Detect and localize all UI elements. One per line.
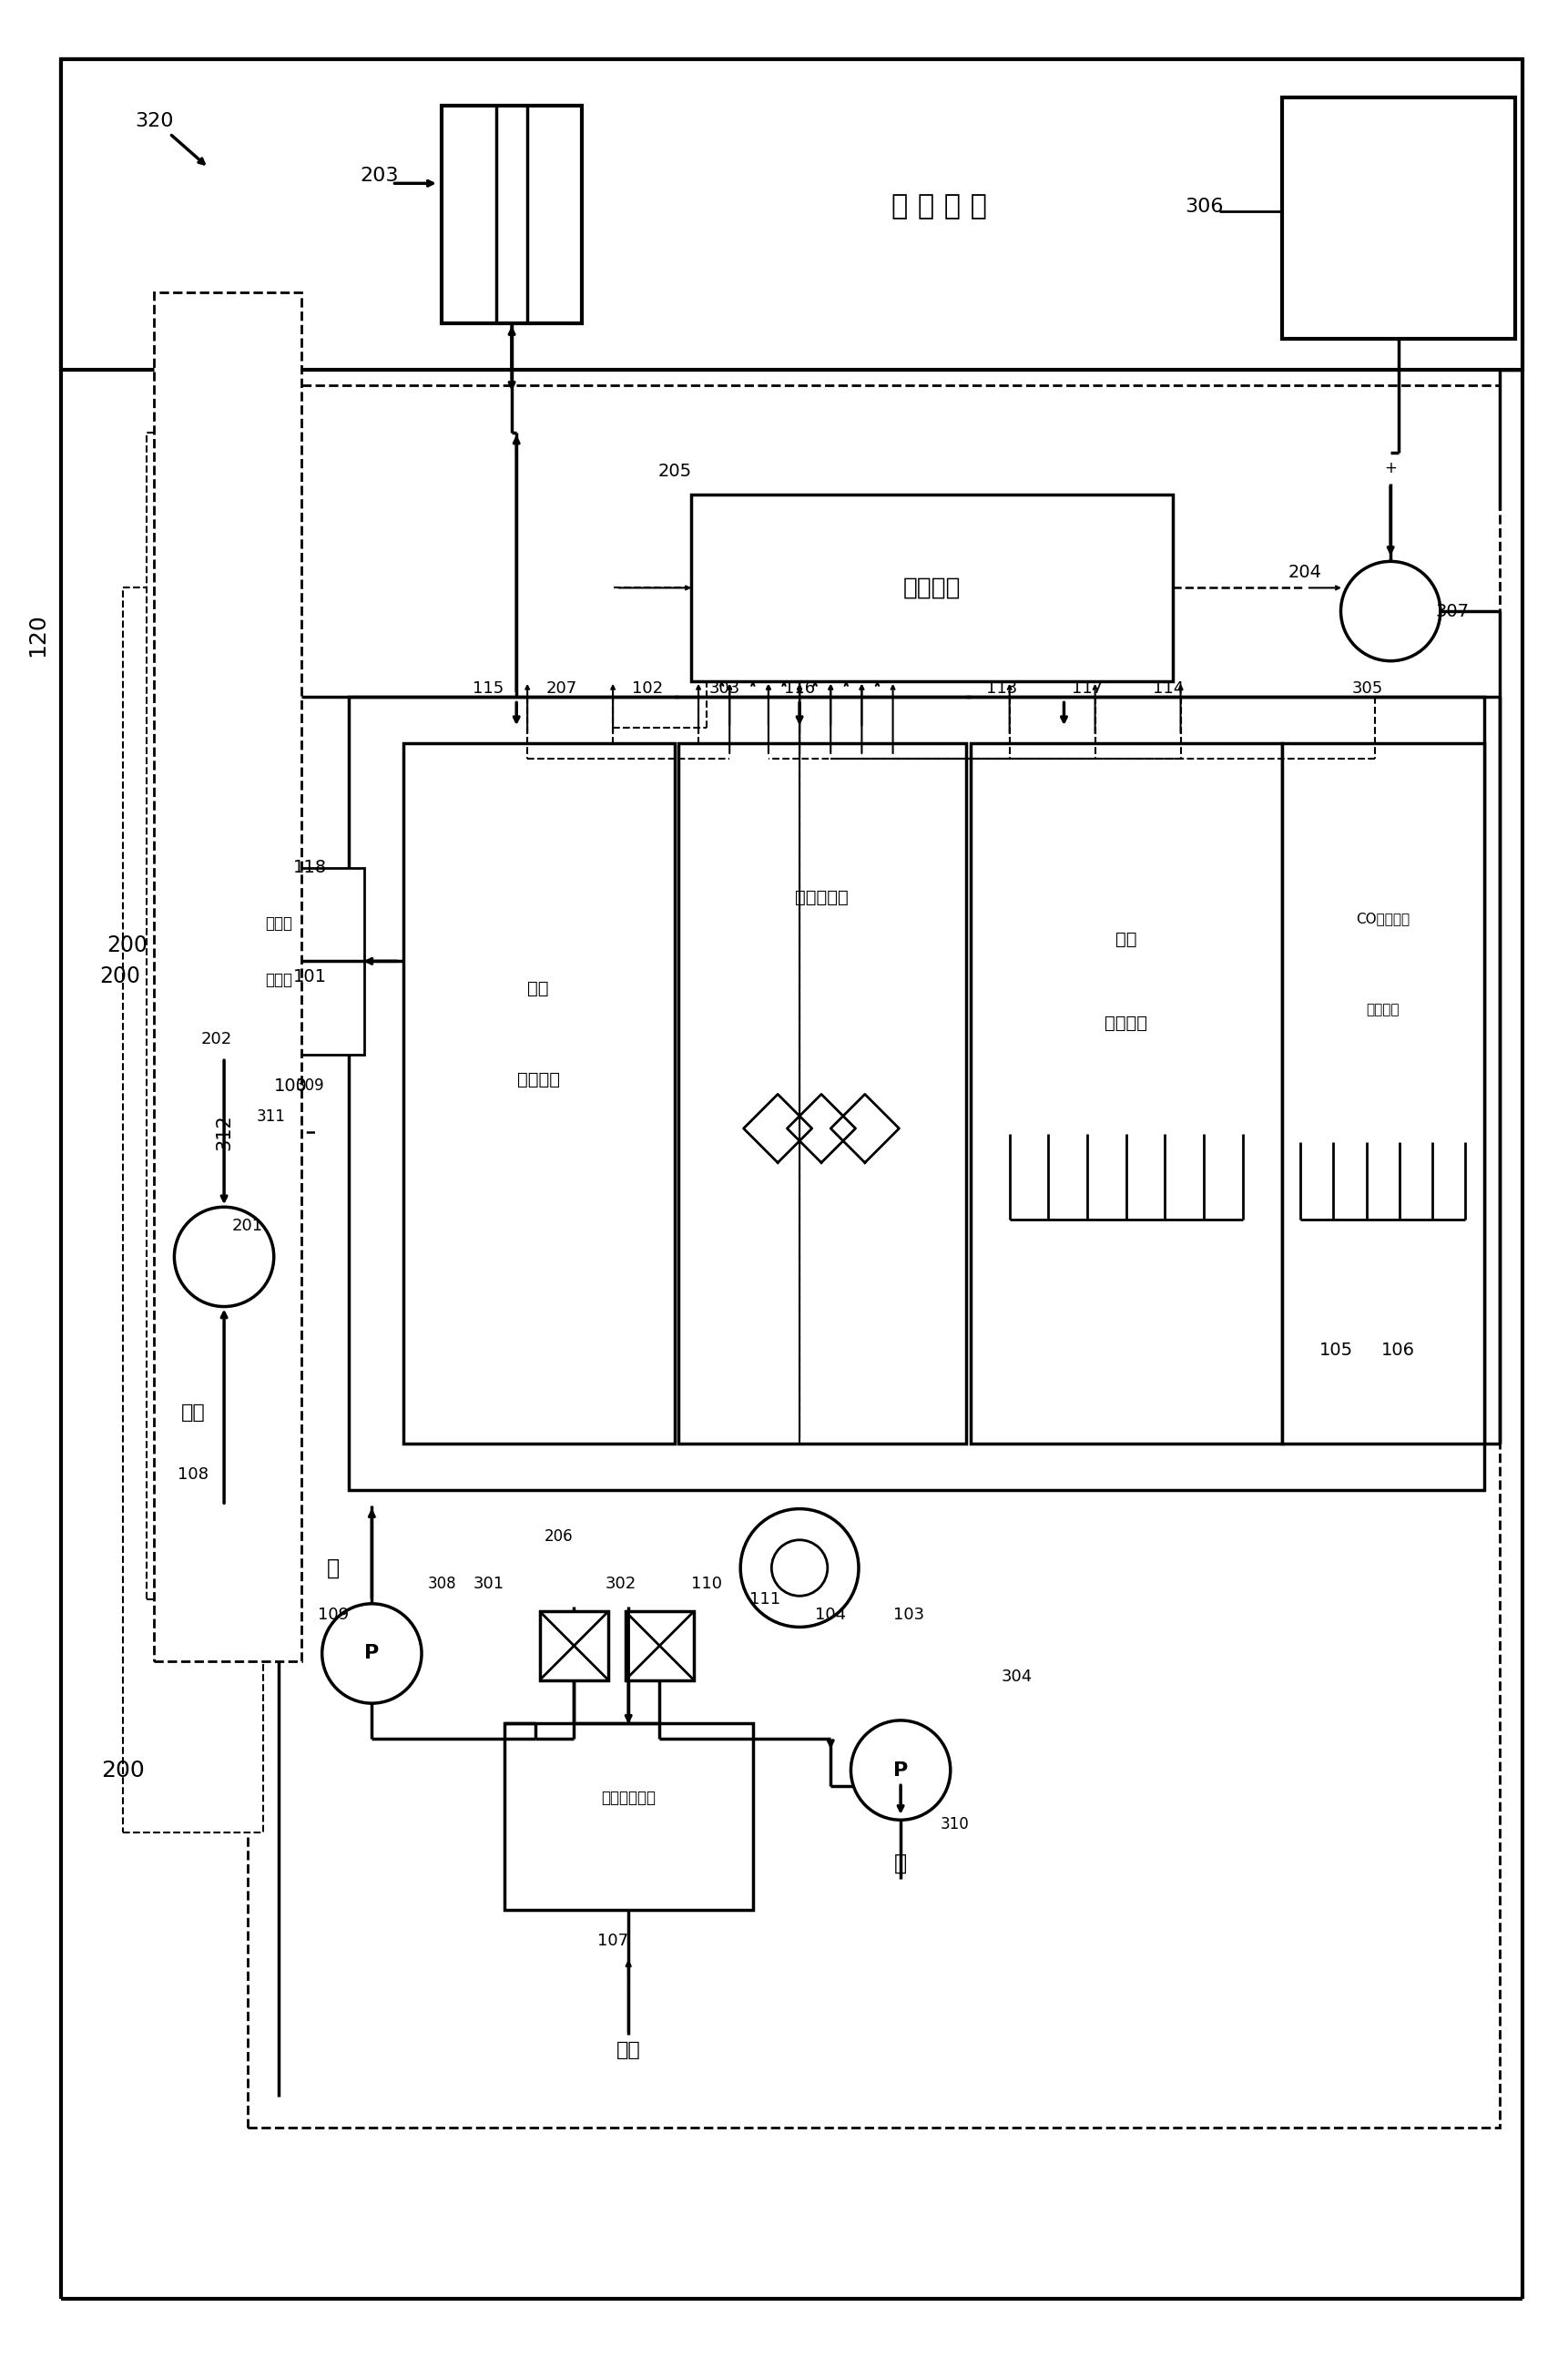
FancyBboxPatch shape [539,1611,608,1679]
Text: 207: 207 [546,681,577,698]
Text: 空气: 空气 [180,1403,205,1422]
Text: 转化: 转化 [1115,931,1137,948]
Text: 催化剂体: 催化剂体 [1105,1014,1148,1033]
Text: 原料: 原料 [616,2042,641,2059]
Text: 101: 101 [293,969,326,986]
Text: 114: 114 [1152,681,1184,698]
Text: 100: 100 [274,1078,307,1094]
Text: 加湿器: 加湿器 [265,971,292,988]
Text: 104: 104 [815,1606,847,1622]
Text: 311: 311 [256,1108,285,1125]
Text: 103: 103 [892,1606,924,1622]
Text: 303: 303 [709,681,740,698]
FancyBboxPatch shape [403,743,676,1443]
Text: CO选择氧化: CO选择氧化 [1356,913,1410,924]
Text: 111: 111 [750,1592,781,1608]
Text: 202: 202 [201,1030,232,1047]
Circle shape [771,1540,828,1596]
Text: 催化剂体: 催化剂体 [1366,1002,1399,1016]
Text: 水: 水 [894,1853,906,1875]
Text: 燃 料 电 池: 燃 料 电 池 [892,193,988,219]
FancyBboxPatch shape [442,106,582,323]
Text: 原料供给装置: 原料供给装置 [601,1790,655,1806]
FancyBboxPatch shape [154,292,303,1662]
Text: 115: 115 [474,681,503,698]
FancyBboxPatch shape [679,743,966,1443]
FancyBboxPatch shape [626,1611,693,1679]
Text: P: P [894,1761,908,1780]
FancyBboxPatch shape [348,696,1483,1490]
FancyBboxPatch shape [503,1724,753,1910]
Text: 重整加热器: 重整加热器 [795,889,848,905]
Text: 控制装置: 控制装置 [903,575,961,599]
Circle shape [1341,561,1441,660]
FancyBboxPatch shape [690,495,1173,681]
Text: 水: 水 [326,1556,339,1580]
Text: 200: 200 [99,967,141,988]
Text: 105: 105 [1319,1342,1353,1358]
Text: 203: 203 [361,167,398,184]
Text: 301: 301 [474,1575,503,1592]
Text: 108: 108 [177,1467,209,1483]
Text: 117: 117 [1071,681,1102,698]
FancyBboxPatch shape [248,387,1499,2127]
Text: 309: 309 [295,1078,325,1094]
Circle shape [740,1509,859,1627]
Text: 氧化剂: 氧化剂 [265,915,292,931]
Text: +: + [1385,460,1397,476]
Text: 106: 106 [1381,1342,1416,1358]
Circle shape [321,1603,422,1702]
Text: 118: 118 [293,858,326,877]
Text: 312: 312 [215,1115,234,1151]
Text: 催化剂体: 催化剂体 [517,1071,560,1087]
Text: 320: 320 [135,113,174,130]
Text: 310: 310 [941,1816,969,1832]
FancyBboxPatch shape [122,587,263,1832]
FancyBboxPatch shape [61,59,1523,370]
Text: 102: 102 [632,681,663,698]
Text: 重整: 重整 [527,981,549,997]
Text: 205: 205 [659,462,691,479]
Text: 109: 109 [317,1606,348,1622]
Text: 200: 200 [102,1759,144,1780]
Text: 302: 302 [605,1575,637,1592]
Text: 116: 116 [784,681,815,698]
FancyBboxPatch shape [193,868,364,1054]
Text: 206: 206 [544,1528,572,1544]
Text: 120: 120 [27,613,49,656]
Circle shape [851,1721,950,1820]
Text: 200: 200 [107,934,147,957]
Text: 307: 307 [1436,604,1469,620]
Text: 110: 110 [691,1575,721,1592]
FancyBboxPatch shape [1281,97,1515,340]
Text: 113: 113 [986,681,1018,698]
Circle shape [174,1207,274,1306]
Text: 204: 204 [1289,564,1322,580]
Text: 308: 308 [428,1575,456,1592]
Text: 107: 107 [597,1934,629,1950]
Text: 201: 201 [232,1217,263,1233]
Text: 306: 306 [1184,198,1223,217]
FancyBboxPatch shape [1281,743,1483,1443]
FancyBboxPatch shape [971,743,1281,1443]
FancyBboxPatch shape [146,432,287,1599]
Text: P: P [364,1644,379,1662]
Text: 305: 305 [1352,681,1383,698]
Text: 304: 304 [1002,1669,1033,1686]
